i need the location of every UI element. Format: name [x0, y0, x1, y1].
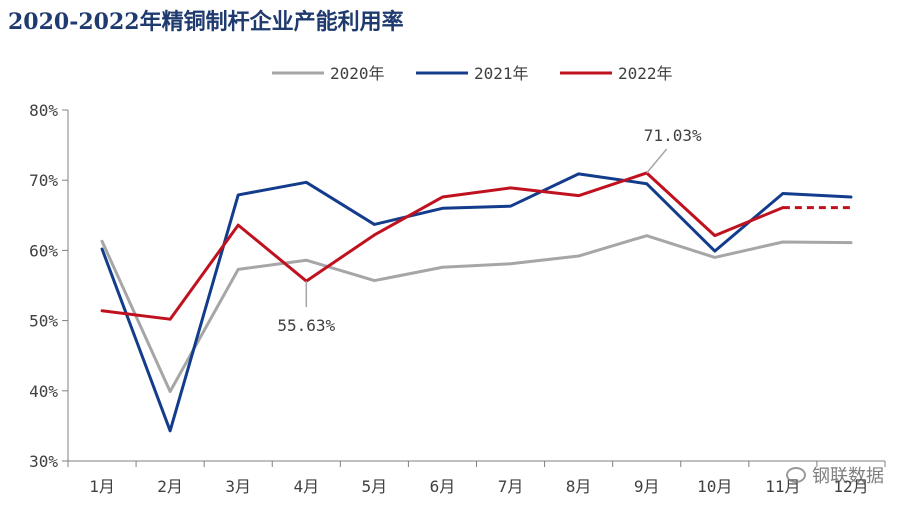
data-point [237, 193, 240, 196]
y-tick-label: 30% [29, 452, 58, 471]
data-point [645, 182, 648, 185]
x-tick-label: 7月 [498, 477, 524, 496]
data-point [441, 207, 444, 210]
data-point [509, 262, 512, 265]
series-line-0 [100, 234, 853, 394]
x-tick-label: 5月 [362, 477, 388, 496]
data-point [509, 205, 512, 208]
annotation-leader [646, 148, 668, 174]
data-point [645, 234, 648, 237]
x-tick-label: 3月 [225, 477, 251, 496]
x-tick-label: 8月 [566, 477, 592, 496]
annotation-label: 71.03% [644, 126, 702, 145]
x-tick-label: 9月 [634, 477, 660, 496]
data-point [781, 192, 784, 195]
data-point [577, 255, 580, 258]
data-point [169, 390, 172, 393]
x-tick-label: 4月 [293, 477, 319, 496]
series-line-1 [100, 172, 853, 433]
x-tick-label: 2月 [157, 477, 183, 496]
x-tick-label: 6月 [430, 477, 456, 496]
data-point [509, 186, 512, 189]
data-point [713, 256, 716, 259]
data-point [441, 196, 444, 199]
y-tick-label: 60% [29, 241, 58, 260]
data-point [577, 194, 580, 197]
data-point [781, 206, 784, 209]
y-tick-label: 80% [29, 101, 58, 120]
y-tick-label: 40% [29, 382, 58, 401]
data-point [101, 240, 104, 243]
annotation-label: 55.63% [277, 316, 335, 335]
data-point [713, 250, 716, 253]
legend-label: 2020年 [330, 64, 385, 83]
legend-label: 2022年 [618, 64, 673, 83]
data-point [373, 223, 376, 226]
data-point [169, 318, 172, 321]
data-point [305, 259, 308, 262]
chart-title: 2020-2022年精铜制杆企业产能利用率 [8, 9, 404, 35]
data-point [849, 206, 852, 209]
data-point [441, 266, 444, 269]
data-point [237, 224, 240, 227]
data-point [373, 233, 376, 236]
data-point [305, 181, 308, 184]
data-point [101, 309, 104, 312]
x-tick-label: 12月 [833, 477, 868, 496]
legend-label: 2021年 [474, 64, 529, 83]
data-point [237, 268, 240, 271]
data-point [781, 240, 784, 243]
watermark-text: 钢联数据 [812, 466, 884, 487]
data-point [713, 234, 716, 237]
y-tick-label: 50% [29, 312, 58, 331]
series-line-2 [100, 171, 785, 321]
x-tick-label: 1月 [89, 477, 115, 496]
wechat-icon [786, 467, 806, 483]
data-point [373, 279, 376, 282]
data-point [577, 172, 580, 175]
data-point [101, 247, 104, 250]
data-point [849, 196, 852, 199]
data-point [169, 429, 172, 432]
data-point [849, 241, 852, 244]
watermark: 钢联数据 [786, 462, 884, 488]
x-tick-label: 10月 [697, 477, 732, 496]
y-tick-label: 70% [29, 171, 58, 190]
